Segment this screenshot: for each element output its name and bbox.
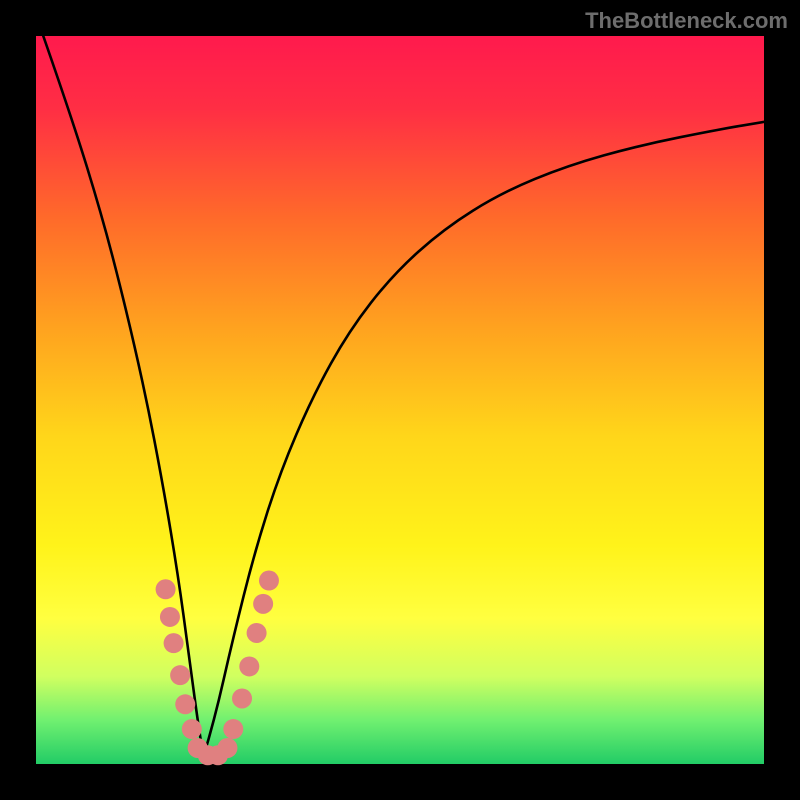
data-dot [164,633,184,653]
data-dot [247,623,267,643]
data-dot [156,579,176,599]
watermark-label: TheBottleneck.com [585,8,788,34]
data-dot [223,719,243,739]
chart-svg [0,0,800,800]
data-dot [239,656,259,676]
data-dot [182,719,202,739]
data-dot [170,665,190,685]
data-dot [217,738,237,758]
data-dot [253,594,273,614]
data-dot [160,607,180,627]
data-dot [259,571,279,591]
data-dot [175,694,195,714]
data-dot [232,688,252,708]
